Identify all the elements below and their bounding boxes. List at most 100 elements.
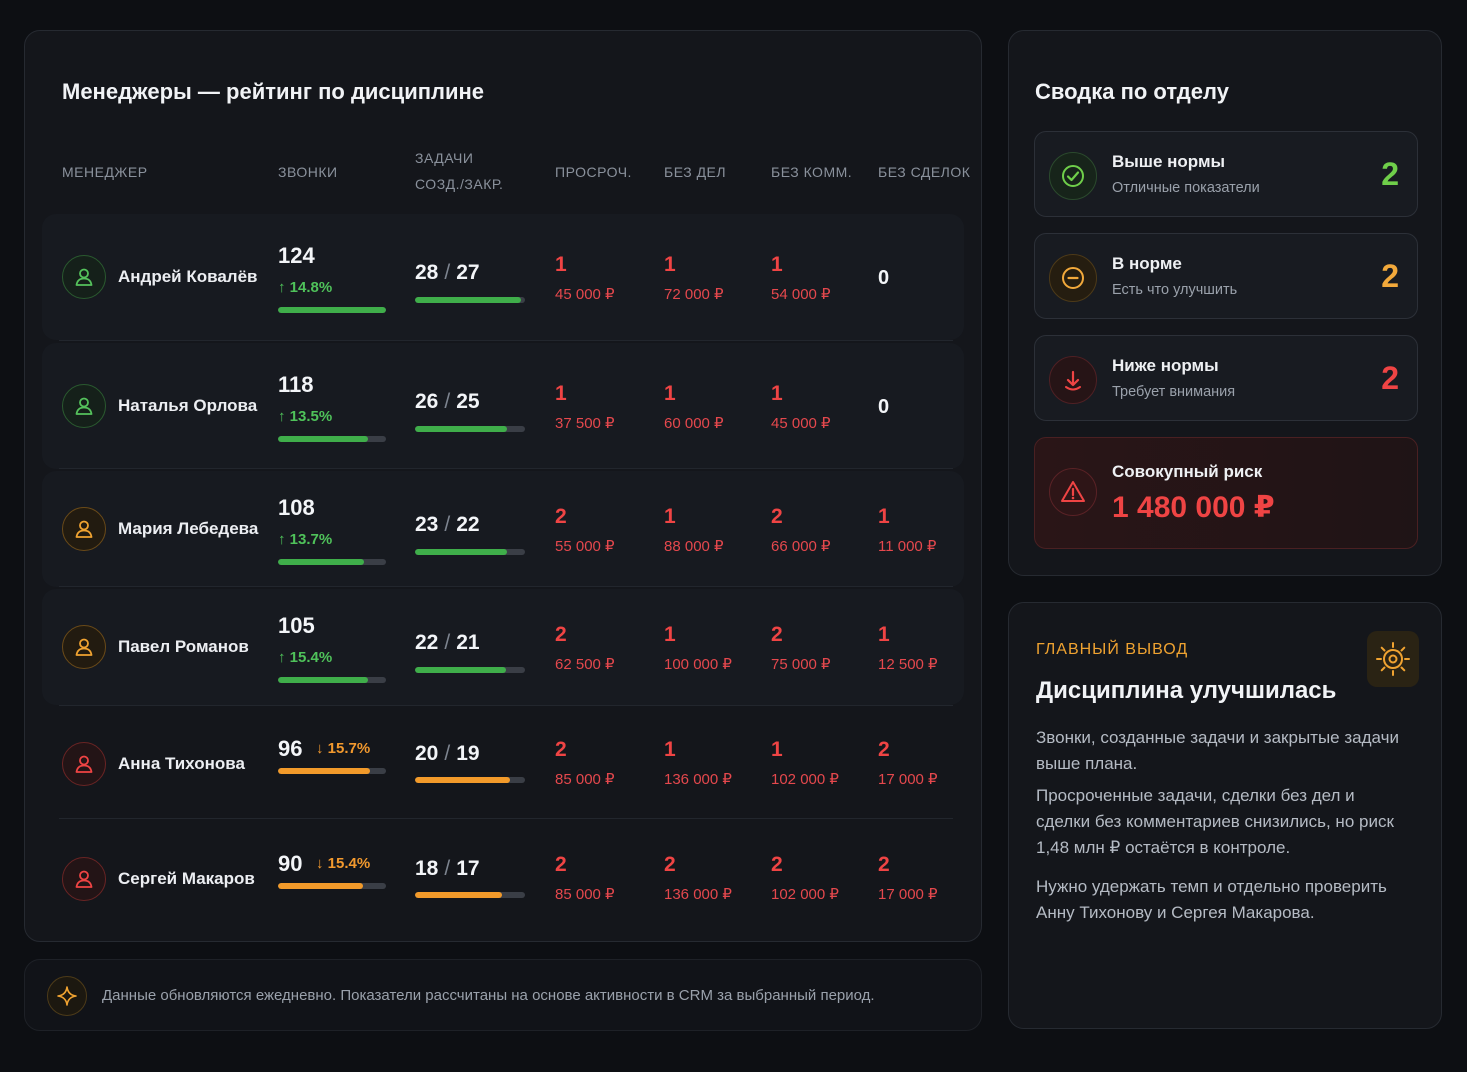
summary-normal-count: 2: [1381, 258, 1399, 294]
overdue-sum: 85 000 ₽: [555, 886, 615, 903]
manager-name[interactable]: Павел Романов: [118, 637, 249, 656]
col-no-activity[interactable]: БЕЗ ДЕЛ: [664, 164, 727, 180]
calls-progress-bar: [278, 559, 386, 565]
calls-value: 90: [278, 851, 303, 876]
nodeals-sum: 17 000 ₽: [878, 886, 938, 903]
overdue-count[interactable]: 1: [555, 253, 567, 276]
calls-progress-fill: [278, 883, 364, 889]
calls-progress-fill: [278, 767, 370, 774]
summary-card-above[interactable]: Выше нормы Отличные показатели 2: [1034, 131, 1418, 217]
summary-above-title: Выше нормы: [1112, 152, 1226, 171]
nodeals-count[interactable]: 1: [878, 505, 890, 528]
overdue-count[interactable]: 1: [555, 382, 567, 405]
nocomm-sum: 102 000 ₽: [771, 886, 839, 903]
conclusion-kicker: ГЛАВНЫЙ ВЫВОД: [1036, 641, 1189, 658]
row-divider: [59, 705, 953, 706]
calls-progress-fill: [278, 677, 368, 683]
noact-count[interactable]: 2: [664, 853, 676, 876]
nocomm-count[interactable]: 1: [771, 382, 783, 405]
nodeals-sum: 12 500 ₽: [878, 656, 938, 673]
summary-card-below[interactable]: Ниже нормы Требует внимания 2: [1034, 335, 1418, 421]
nodeals-count[interactable]: 2: [878, 853, 890, 876]
nocomm-sum: 45 000 ₽: [771, 415, 831, 432]
summary-card-risk[interactable]: Совокупный риск 1 480 000 ₽: [1034, 437, 1418, 549]
overdue-count[interactable]: 2: [555, 623, 567, 646]
tasks-created: 26: [415, 390, 439, 413]
calls-progress-fill: [278, 559, 365, 565]
overdue-sum: 55 000 ₽: [555, 538, 615, 555]
manager-name[interactable]: Сергей Макаров: [118, 869, 255, 888]
calls-progress-bar: [278, 307, 386, 313]
nocomm-sum: 54 000 ₽: [771, 286, 831, 303]
calls-progress-bar: [278, 767, 386, 774]
nocomm-count[interactable]: 1: [771, 737, 783, 761]
nocomm-sum: 102 000 ₽: [771, 770, 839, 788]
overdue-sum: 85 000 ₽: [555, 770, 615, 788]
noact-sum: 100 000 ₽: [664, 656, 732, 673]
calls-delta: ↑ 14.8%: [278, 279, 333, 296]
noact-count[interactable]: 1: [664, 505, 676, 528]
summary-above-subtitle: Отличные показатели: [1112, 180, 1260, 196]
tasks-progress-fill: [415, 297, 521, 303]
col-overdue[interactable]: ПРОСРОЧ.: [555, 164, 632, 180]
tasks-progress-bar: [415, 297, 525, 303]
manager-name[interactable]: Анна Тихонова: [118, 753, 245, 773]
table-row[interactable]: Анна Тихонова 96 ↓ 15.7% 20/19 2 85 000 ₽ 1 136…: [42, 708, 964, 819]
col-manager[interactable]: МЕНЕДЖЕР: [62, 164, 148, 180]
col-tasks[interactable]: ЗАДАЧИ СОЗД./ЗАКР.: [415, 145, 503, 197]
col-no-comments[interactable]: БЕЗ КОММ.: [771, 164, 853, 180]
avatar: [62, 507, 106, 551]
row-divider: [59, 586, 953, 587]
summary-panel: Сводка по отделу Выше нормы Отличные пок…: [1008, 30, 1442, 576]
panel-title: Менеджеры — рейтинг по дисциплине: [62, 79, 485, 104]
table-row[interactable]: Сергей Макаров 90 ↓ 15.4% 18/17 2 85 000 ₽ 2 13…: [42, 821, 964, 937]
calls-progress-fill: [278, 436, 368, 442]
calls-value: 105: [278, 613, 315, 638]
manager-name[interactable]: Андрей Ковалёв: [118, 267, 258, 286]
nodeals-count[interactable]: 2: [878, 737, 890, 761]
col-no-deals[interactable]: БЕЗ СДЕЛОК: [878, 164, 971, 180]
noact-count[interactable]: 1: [664, 253, 676, 276]
noact-count[interactable]: 1: [664, 382, 676, 405]
tasks-value: 22/21: [415, 631, 480, 655]
tasks-separator: /: [444, 390, 451, 413]
overdue-sum: 62 500 ₽: [555, 656, 615, 673]
noact-count[interactable]: 1: [664, 623, 676, 646]
table-row[interactable]: Мария Лебедева 108 ↑ 13.7% 23/22 2 55 000 ₽1 8…: [42, 471, 964, 587]
table-row[interactable]: Павел Романов 105 ↑ 15.4% 22/21 2 62 500 ₽1 10…: [42, 589, 964, 705]
table-row[interactable]: Наталья Орлова 118 ↑ 13.5% 26/25 1 37 500 ₽ 1 6…: [42, 343, 964, 469]
noact-sum: 60 000 ₽: [664, 415, 724, 432]
sparkle-icon: [47, 976, 87, 1016]
table-row[interactable]: Андрей Ковалёв 124 ↑ 14.8% 28/27 1 45 000 ₽ 1 7…: [42, 214, 964, 340]
tasks-progress-fill: [415, 426, 508, 432]
nocomm-count[interactable]: 1: [771, 253, 783, 276]
calls-progress-bar: [278, 677, 386, 683]
summary-card-normal[interactable]: В норме Есть что улучшить 2: [1034, 233, 1418, 319]
overdue-count[interactable]: 2: [555, 853, 567, 876]
calls-progress-fill: [278, 307, 386, 313]
manager-name[interactable]: Мария Лебедева: [118, 519, 259, 538]
risk-title: Совокупный риск: [1112, 462, 1263, 481]
col-tasks-line1: ЗАДАЧИ: [415, 150, 474, 166]
manager-name[interactable]: Наталья Орлова: [118, 396, 258, 415]
overdue-count[interactable]: 2: [555, 737, 567, 761]
nodeals-count[interactable]: 1: [878, 623, 890, 646]
noact-sum: 136 000 ₽: [664, 770, 732, 788]
nocomm-count[interactable]: 2: [771, 505, 783, 528]
nocomm-sum: 75 000 ₽: [771, 656, 831, 673]
nocomm-count[interactable]: 2: [771, 853, 783, 876]
col-calls[interactable]: ЗВОНКИ: [278, 164, 338, 180]
calls-value: 96: [278, 735, 303, 761]
tasks-progress-bar: [415, 426, 525, 432]
tasks-separator: /: [444, 261, 451, 284]
tasks-separator: /: [444, 857, 451, 880]
summary-below-count: 2: [1381, 360, 1399, 396]
calls-value: 108: [278, 495, 315, 520]
tasks-closed: 25: [456, 390, 480, 413]
nocomm-count[interactable]: 2: [771, 623, 783, 646]
tasks-progress-fill: [415, 892, 502, 898]
overdue-count[interactable]: 2: [555, 505, 567, 528]
noact-count[interactable]: 1: [664, 737, 676, 761]
summary-normal-title: В норме: [1112, 254, 1182, 273]
managers-panel: Менеджеры — рейтинг по дисциплине МЕНЕДЖ…: [24, 30, 982, 942]
